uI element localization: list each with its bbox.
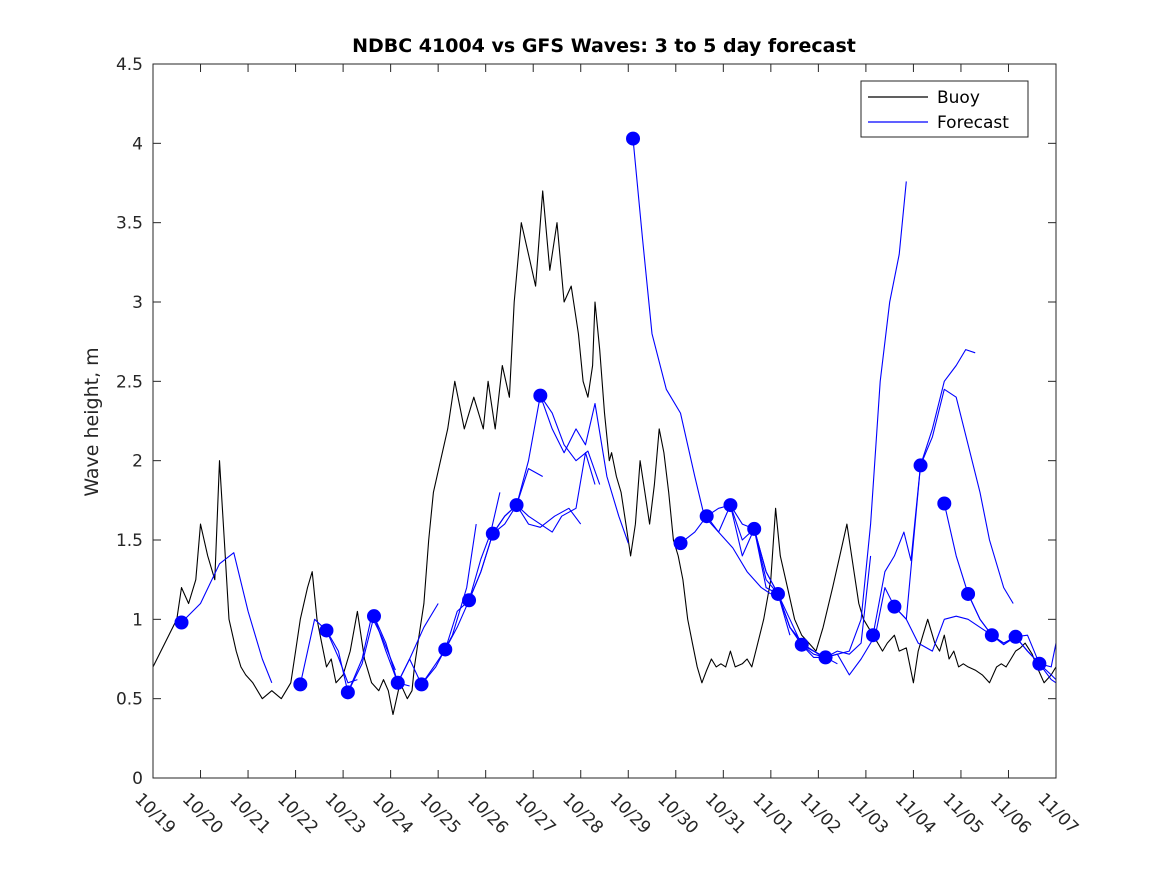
forecast-marker	[533, 388, 548, 403]
forecast-series-line	[539, 395, 601, 485]
y-tick-label: 3	[132, 293, 143, 313]
forecast-series-line	[468, 504, 582, 601]
forecast-marker	[723, 498, 738, 513]
forecast-series-line	[893, 349, 976, 620]
y-axis-label: Wave height, m	[81, 347, 103, 496]
chart-title: NDBC 41004 vs GFS Waves: 3 to 5 day fore…	[352, 35, 856, 57]
forecast-marker	[818, 650, 833, 665]
forecast-marker	[366, 609, 381, 624]
forecast-marker	[626, 131, 641, 146]
axes-box	[152, 63, 1057, 779]
forecast-marker	[174, 615, 189, 630]
forecast-marker	[485, 526, 500, 541]
y-tick-label: 2.5	[116, 372, 143, 392]
forecast-marker	[937, 496, 952, 511]
forecast-series-line	[492, 452, 596, 535]
forecast-marker	[509, 498, 524, 513]
y-tick-label: 1.5	[116, 531, 143, 551]
forecast-series-line	[706, 504, 833, 658]
forecast-marker	[293, 677, 308, 692]
forecast-marker	[390, 675, 405, 690]
legend-label-forecast: Forecast	[937, 113, 1009, 133]
forecast-marker	[961, 586, 976, 601]
forecast-marker	[984, 628, 999, 643]
forecast-marker	[462, 593, 477, 608]
forecast-marker	[340, 685, 355, 700]
plot-layer: 00.511.522.533.544.510/1910/2010/2110/22…	[116, 55, 1082, 838]
forecast-marker	[747, 521, 762, 536]
y-tick-label: 3.5	[116, 214, 143, 234]
forecast-marker	[699, 509, 714, 524]
y-tick-label: 0.5	[116, 690, 143, 710]
forecast-marker	[1008, 629, 1023, 644]
legend-label-buoy: Buoy	[937, 88, 980, 108]
forecast-series-line	[516, 395, 629, 544]
forecast-marker	[1032, 656, 1047, 671]
forecast-marker	[438, 642, 453, 657]
forecast-marker	[414, 677, 429, 692]
plot-area	[153, 64, 1056, 778]
forecast-marker	[794, 637, 809, 652]
forecast-marker	[319, 623, 334, 638]
forecast-series-line	[632, 138, 772, 595]
y-tick-label: 2	[132, 452, 143, 472]
forecast-series-line	[753, 528, 872, 658]
legend-box	[860, 80, 1029, 138]
y-tick-label: 0	[132, 769, 143, 789]
forecast-marker	[770, 586, 785, 601]
forecast-marker	[887, 599, 902, 614]
forecast-series-line	[872, 388, 1014, 636]
forecast-series-line	[299, 618, 358, 685]
y-tick-label: 1	[132, 610, 143, 630]
forecast-marker	[866, 628, 881, 643]
legend: Buoy Forecast	[860, 80, 1029, 138]
forecast-series-line	[326, 615, 396, 693]
forecast-marker	[673, 536, 688, 551]
forecast-marker	[913, 458, 928, 473]
forecast-series-line	[181, 552, 273, 684]
forecast-series-line	[397, 524, 477, 685]
buoy-series-line	[152, 190, 1057, 716]
y-tick-label: 4	[132, 134, 143, 154]
y-tick-label: 4.5	[116, 55, 143, 75]
